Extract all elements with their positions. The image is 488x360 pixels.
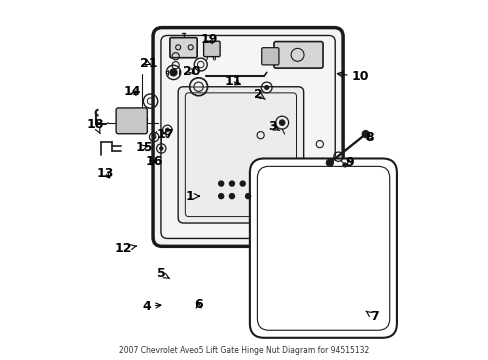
Circle shape — [218, 181, 223, 186]
Text: 10: 10 — [337, 70, 368, 83]
Text: 16: 16 — [145, 155, 163, 168]
FancyBboxPatch shape — [116, 108, 147, 134]
FancyBboxPatch shape — [185, 93, 296, 217]
FancyBboxPatch shape — [203, 41, 220, 57]
Circle shape — [165, 128, 169, 132]
Text: 7: 7 — [365, 310, 378, 324]
Text: 12: 12 — [114, 242, 136, 255]
Circle shape — [342, 163, 346, 167]
Text: 2007 Chevrolet Aveo5 Lift Gate Hinge Nut Diagram for 94515132: 2007 Chevrolet Aveo5 Lift Gate Hinge Nut… — [119, 346, 369, 355]
Circle shape — [240, 181, 244, 186]
FancyBboxPatch shape — [249, 158, 396, 338]
Circle shape — [159, 147, 163, 150]
Text: 14: 14 — [123, 85, 141, 98]
Text: 9: 9 — [344, 156, 353, 169]
Text: 3: 3 — [267, 121, 279, 134]
Text: 8: 8 — [364, 131, 373, 144]
Circle shape — [152, 135, 156, 139]
Text: 5: 5 — [157, 267, 169, 280]
FancyBboxPatch shape — [169, 38, 197, 58]
Text: 18: 18 — [87, 118, 104, 134]
FancyBboxPatch shape — [257, 166, 389, 330]
Text: 2: 2 — [253, 88, 264, 101]
Circle shape — [218, 194, 223, 199]
Circle shape — [169, 69, 177, 76]
Text: 6: 6 — [194, 298, 203, 311]
Circle shape — [325, 159, 333, 166]
FancyBboxPatch shape — [273, 41, 323, 68]
Text: 1: 1 — [185, 190, 199, 203]
Circle shape — [245, 194, 250, 199]
FancyBboxPatch shape — [178, 87, 303, 223]
Circle shape — [362, 131, 368, 138]
Text: 15: 15 — [136, 140, 153, 153]
FancyBboxPatch shape — [261, 48, 278, 65]
Circle shape — [279, 120, 285, 126]
Text: 21: 21 — [140, 57, 157, 70]
Text: 19: 19 — [200, 33, 218, 46]
FancyBboxPatch shape — [153, 28, 343, 246]
Circle shape — [229, 194, 234, 199]
Circle shape — [229, 181, 234, 186]
Text: 4: 4 — [142, 300, 161, 313]
Text: 13: 13 — [97, 167, 114, 180]
Circle shape — [264, 85, 268, 90]
Text: 11: 11 — [224, 75, 241, 88]
Text: 17: 17 — [156, 127, 173, 141]
Text: 20: 20 — [183, 65, 200, 78]
FancyBboxPatch shape — [161, 36, 335, 238]
